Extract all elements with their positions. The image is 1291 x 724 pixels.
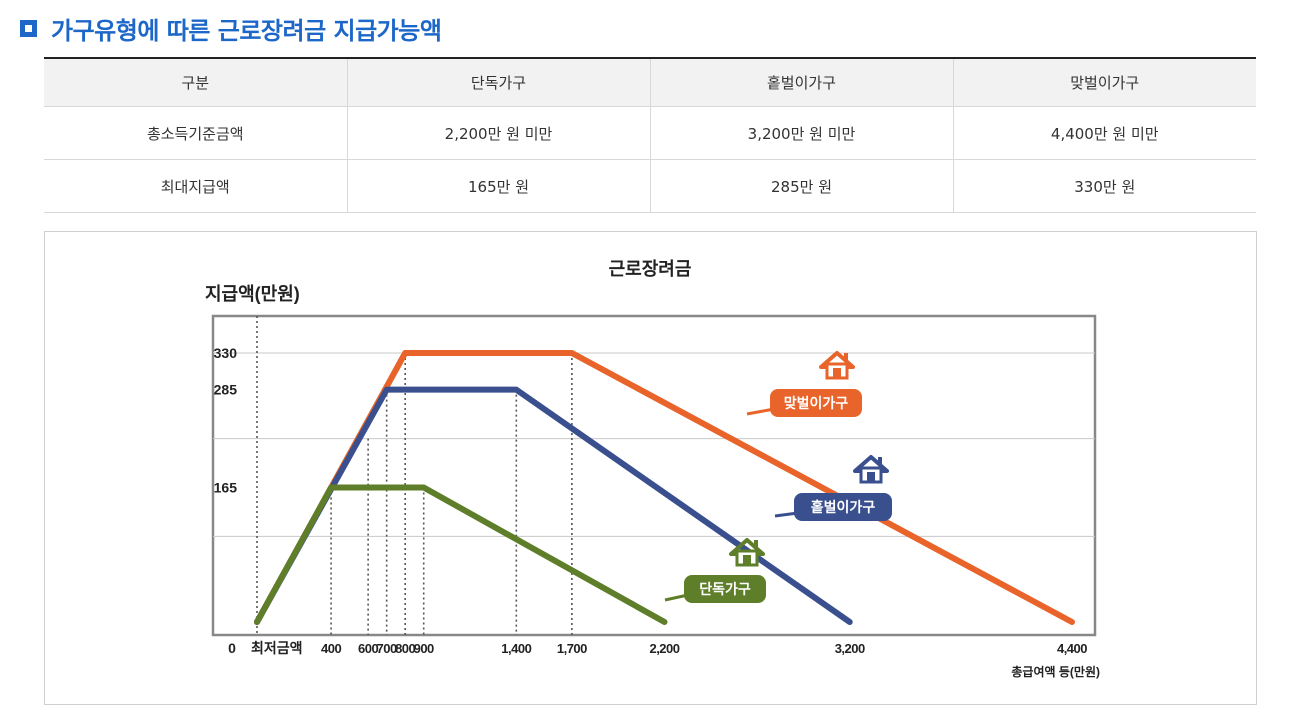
legend-pointer: [746, 407, 775, 416]
series-line-0: [254, 484, 668, 625]
house-icon: [743, 555, 751, 564]
legend-label: 단독가구: [699, 581, 751, 597]
x-tick-label: 4,400: [1057, 641, 1087, 656]
x-tick-label: 3,200: [835, 641, 865, 656]
legend-label: 맞벌이가구: [784, 395, 849, 411]
table-cell: 285만 원: [649, 159, 953, 213]
row-label: 총소득기준금액: [44, 106, 347, 160]
table-cell: 4,400만 원 미만: [952, 106, 1256, 160]
house-icon: [844, 353, 848, 360]
section-title: 가구유형에 따른 근로장려금 지급가능액: [51, 16, 442, 45]
x-axis-label: 총급여액 등(만원): [1011, 664, 1100, 679]
col-header-dual-earner: 맞벌이가구: [952, 58, 1256, 107]
table-cell: 2,200만 원 미만: [346, 106, 650, 160]
x-min-label: 최저금액: [251, 640, 303, 656]
square-bullet-icon: [20, 19, 37, 37]
legend-badge: [770, 389, 862, 417]
x-tick-label: 600: [358, 641, 378, 656]
y-tick-label: 330: [214, 345, 238, 361]
house-icon: [867, 472, 875, 481]
x-tick-label: 900: [414, 641, 434, 656]
x-origin-label: 0: [228, 640, 236, 656]
table-row: 총소득기준금액 2,200만 원 미만 3,200만 원 미만 4,400만 원…: [44, 106, 1256, 160]
x-tick-label: 1,700: [557, 641, 587, 656]
plot-frame: [211, 314, 1097, 637]
household-table: 구분 단독가구 홑벌이가구 맞벌이가구 총소득기준금액 2,200만 원 미만 …: [44, 57, 1256, 213]
y-tick-label: 285: [214, 382, 238, 398]
table-cell: 3,200만 원 미만: [649, 106, 953, 160]
x-tick-label: 1,400: [501, 641, 531, 656]
x-tick-label: 700: [377, 641, 397, 656]
table-cell: 330만 원: [952, 159, 1256, 213]
chart-title: 근로장려금: [609, 259, 692, 279]
table-row: 최대지급액 165만 원 285만 원 330만 원: [44, 159, 1256, 213]
col-header-single: 단독가구: [346, 58, 650, 107]
col-header-single-earner: 홑벌이가구: [649, 58, 953, 107]
col-header-category: 구분: [44, 58, 347, 107]
house-icon: [754, 540, 758, 547]
table-cell: 165만 원: [346, 159, 650, 213]
legend-badge: [794, 493, 892, 521]
legend-badge: [684, 575, 766, 603]
house-icon: [878, 457, 882, 464]
house-icon: [833, 368, 841, 377]
section-heading: 가구유형에 따른 근로장려금 지급가능액: [20, 8, 442, 48]
x-tick-label: 800: [395, 641, 415, 656]
x-tick-label: 400: [321, 641, 341, 656]
legend-label: 홑벌이가구: [811, 499, 876, 515]
row-label: 최대지급액: [44, 159, 347, 213]
x-tick-label: 2,200: [649, 641, 679, 656]
y-tick-label: 165: [214, 480, 238, 496]
table-header-row: 구분 단독가구 홑벌이가구 맞벌이가구: [44, 58, 1256, 107]
y-axis-label: 지급액(만원): [205, 284, 300, 304]
